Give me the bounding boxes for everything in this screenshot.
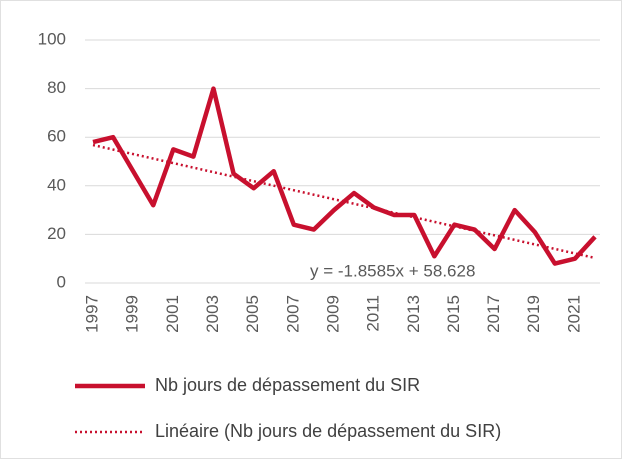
x-tick-label: 2001 [163,295,182,333]
y-tick-label: 60 [47,127,66,146]
y-tick-label: 80 [47,78,66,97]
y-tick-label: 40 [47,175,66,194]
trend-equation: y = -1.8585x + 58.628 [310,261,475,280]
trend-line [92,143,596,260]
y-tick-label: 20 [47,224,66,243]
x-tick-label: 2007 [283,295,302,333]
x-tick-label: 2009 [323,295,342,333]
x-tick-label: 2019 [524,295,543,333]
x-tick-label: 2017 [484,295,503,333]
x-tick-label: 1997 [82,295,101,333]
y-tick-label: 100 [38,29,66,48]
x-tick-label: 2005 [243,295,262,333]
legend-label: Nb jours de dépassement du SIR [155,375,420,395]
x-tick-label: 1999 [123,295,142,333]
x-tick-label: 2015 [444,295,463,333]
x-tick-label: 2021 [564,295,583,333]
x-tick-label: 2003 [203,295,222,333]
data-line [92,86,597,266]
y-tick-label: 0 [57,272,66,291]
x-tick-label: 2011 [364,295,383,332]
x-tick-label: 2013 [404,295,423,333]
legend-label: Linéaire (Nb jours de dépassement du SIR… [155,421,501,441]
